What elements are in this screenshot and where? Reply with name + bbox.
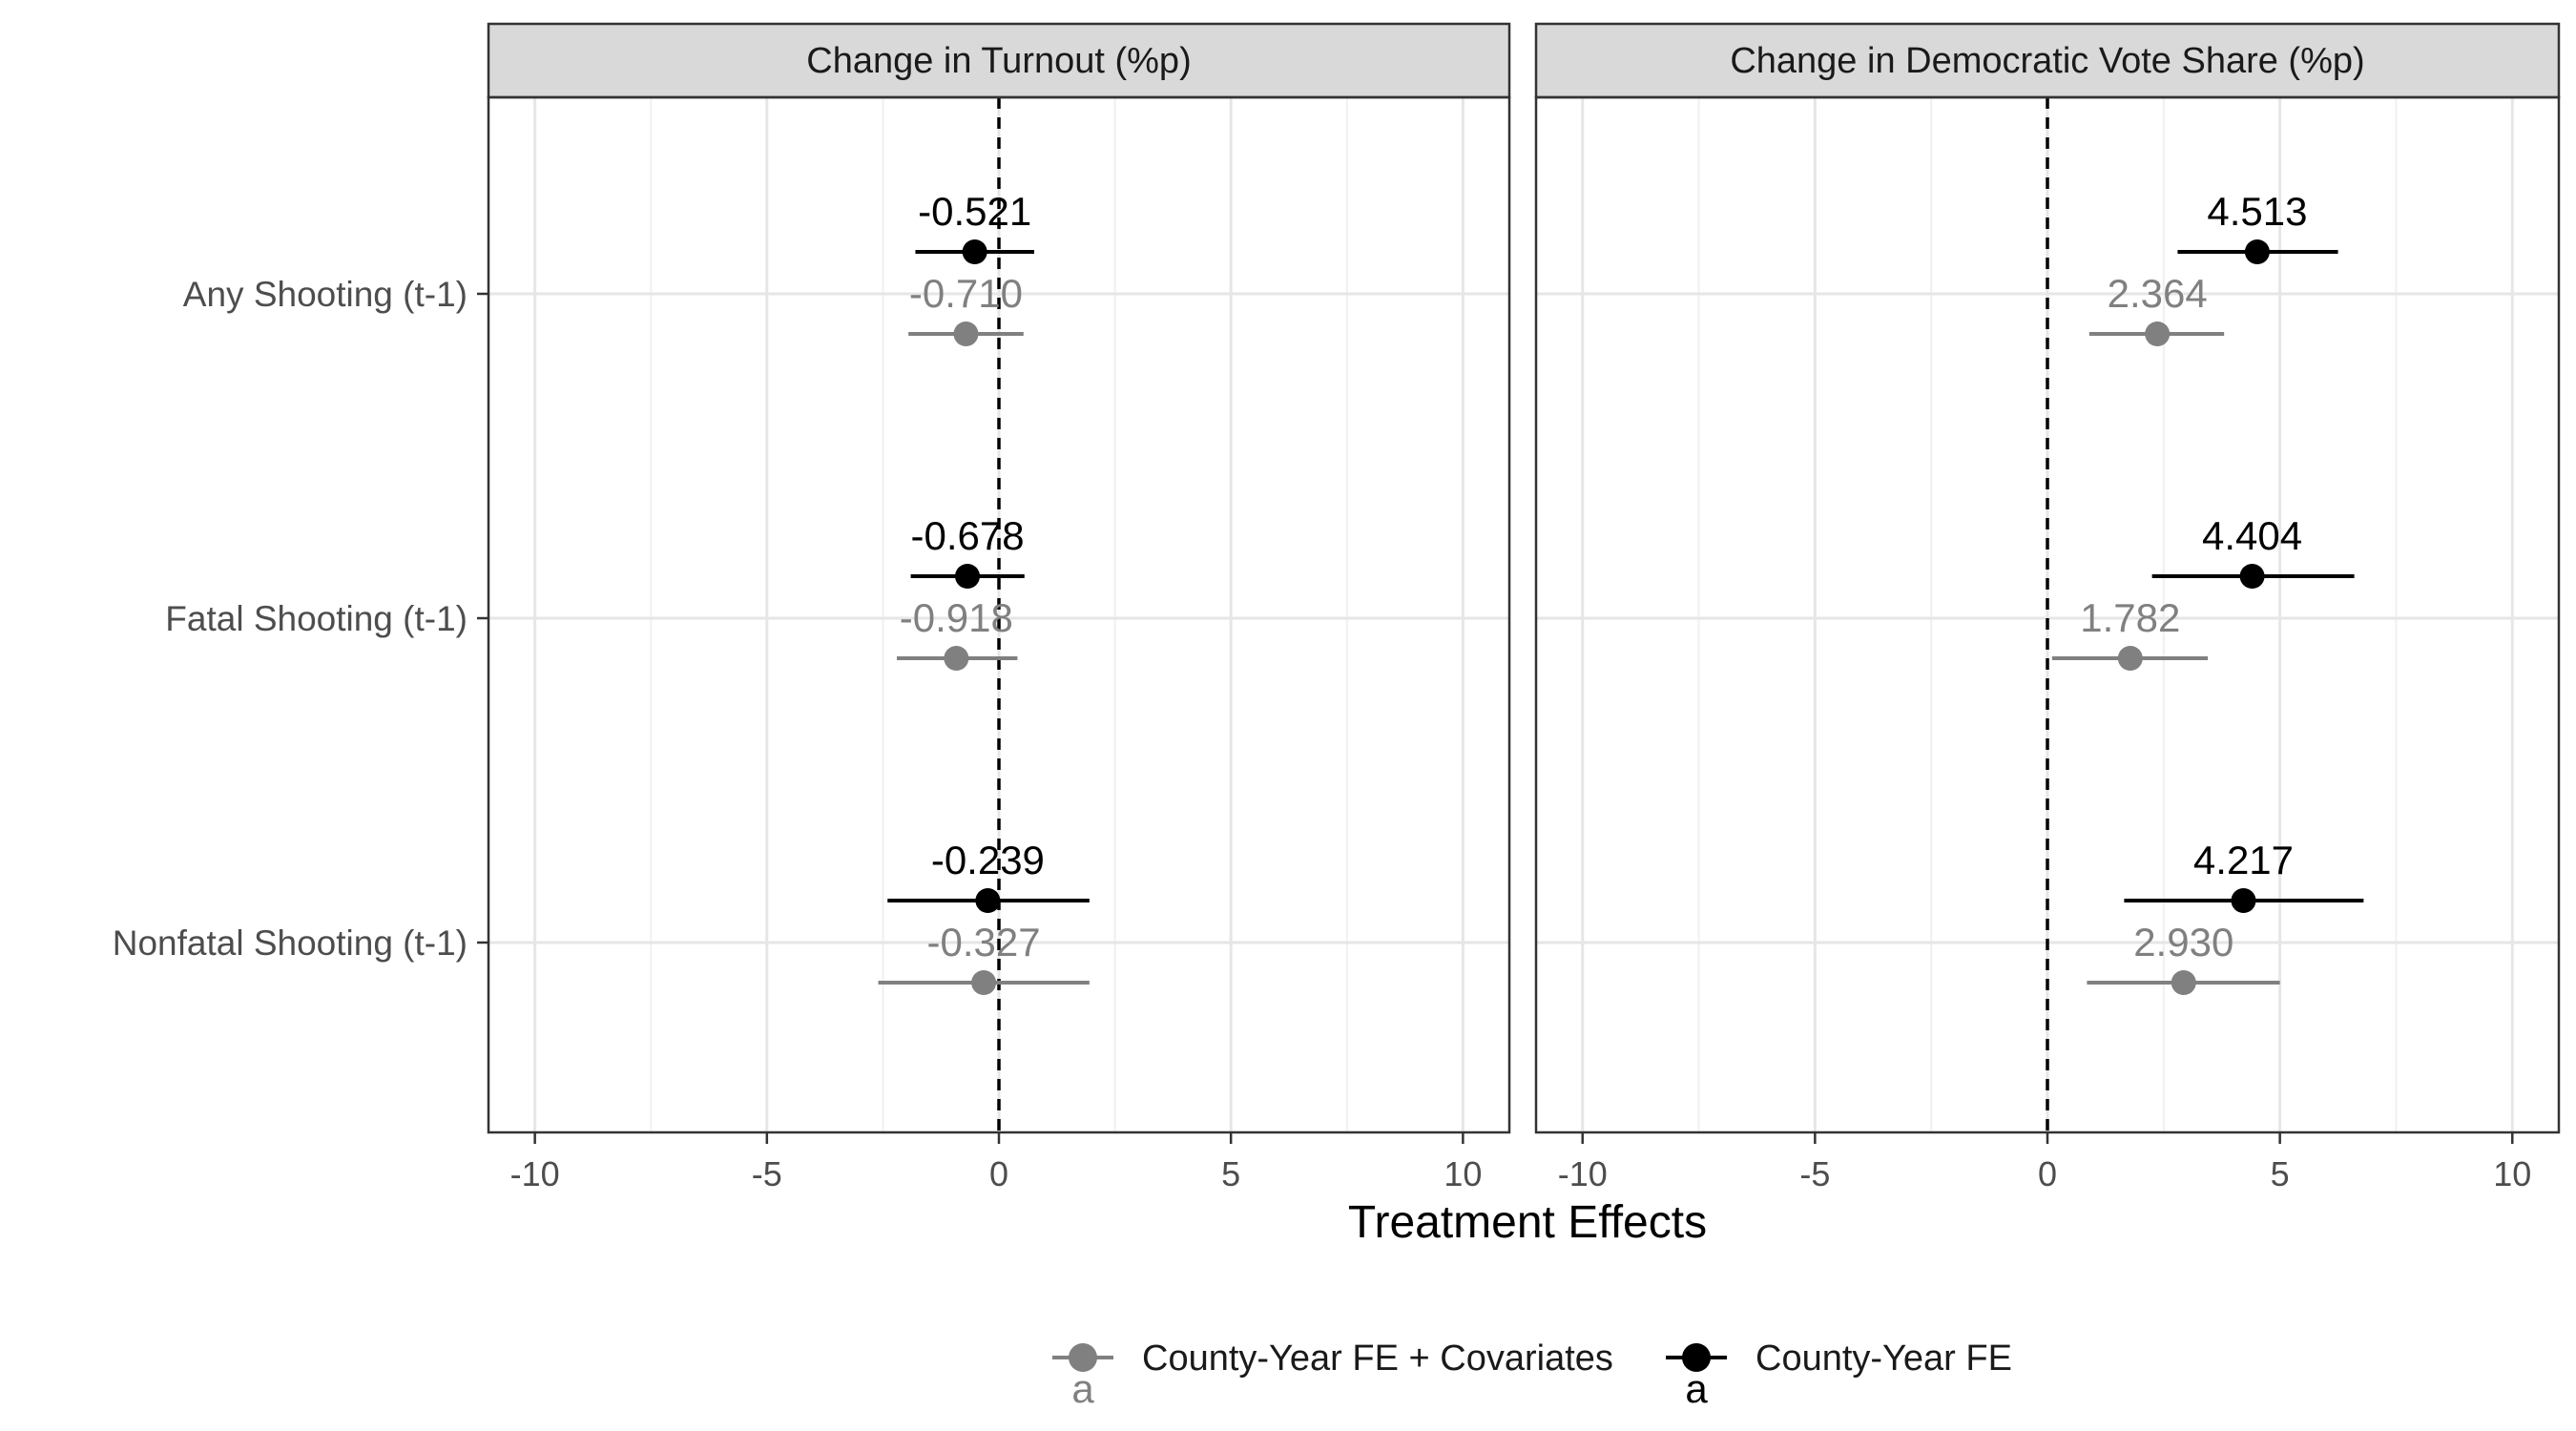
estimate-label: 2.930	[2133, 920, 2233, 964]
estimate-label: 4.404	[2202, 513, 2302, 558]
legend-label: County-Year FE + Covariates	[1142, 1338, 1613, 1379]
x-tick-label: 0	[989, 1154, 1008, 1193]
estimate-point	[2231, 888, 2256, 913]
legend-key-text: a	[1685, 1366, 1708, 1411]
estimate-label: -0.678	[910, 513, 1024, 558]
legend-label: County-Year FE	[1755, 1338, 2012, 1379]
estimate-point	[955, 564, 981, 589]
facet-strip	[1534, 22, 2561, 99]
estimate-point	[975, 888, 1001, 913]
estimate-label: -0.521	[918, 189, 1031, 234]
estimate-label: 1.782	[2080, 595, 2180, 640]
estimate-point	[2244, 239, 2270, 264]
estimate-label: 4.217	[2193, 838, 2294, 882]
y-tick-label: Nonfatal Shooting (t-1)	[113, 923, 467, 963]
estimate-label: 4.513	[2207, 189, 2307, 234]
estimate-point	[2117, 646, 2143, 671]
estimate-label: -0.710	[909, 271, 1023, 316]
estimate-point	[2171, 970, 2196, 995]
estimate-point	[971, 970, 997, 995]
estimate-point	[953, 321, 979, 346]
estimate-label: -0.327	[927, 920, 1041, 964]
x-tick-label: -5	[752, 1154, 782, 1193]
legend-key-text: a	[1071, 1366, 1094, 1411]
facet-title: Change in Turnout (%p)	[806, 41, 1191, 81]
x-axis-title: Treatment Effects	[1348, 1197, 1707, 1248]
x-tick-label: 5	[2271, 1154, 2290, 1193]
x-tick-label: 10	[2493, 1154, 2531, 1193]
estimate-point	[2239, 564, 2265, 589]
x-tick-label: 5	[1221, 1154, 1240, 1193]
x-tick-label: -10	[510, 1154, 560, 1193]
facet-title: Change in Democratic Vote Share (%p)	[1730, 41, 2364, 81]
estimate-label: -0.239	[931, 838, 1045, 882]
estimate-point	[944, 646, 969, 671]
estimate-point	[962, 239, 987, 264]
legend-key-point	[1682, 1343, 1711, 1372]
estimate-label: -0.918	[900, 595, 1013, 640]
x-tick-label: 10	[1444, 1154, 1482, 1193]
y-tick-label: Any Shooting (t-1)	[183, 275, 467, 314]
facet-strip	[487, 22, 1511, 99]
y-tick-label: Fatal Shooting (t-1)	[165, 599, 467, 638]
legend-key-point	[1069, 1343, 1097, 1372]
x-tick-label: -10	[1558, 1154, 1608, 1193]
estimate-point	[2145, 321, 2171, 346]
estimate-label: 2.364	[2108, 271, 2208, 316]
x-tick-label: 0	[2038, 1154, 2057, 1193]
x-tick-label: -5	[1799, 1154, 1830, 1193]
